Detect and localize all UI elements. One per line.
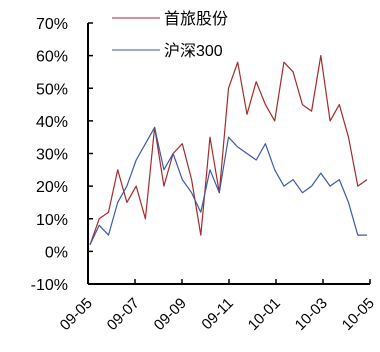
legend-label-hs300: 沪深300: [164, 42, 223, 60]
y-tick-label: -10%: [31, 277, 68, 294]
y-tick-label: 0%: [45, 244, 68, 261]
y-tick-label: 60%: [36, 49, 68, 66]
y-tick-group: -10% 0% 10% 20% 30% 40% 50% 60% 70%: [31, 16, 93, 294]
y-tick-label: 40%: [36, 114, 68, 131]
y-tick-label: 70%: [36, 16, 68, 33]
x-tick-label: 10-01: [245, 295, 284, 334]
x-tick-label: 10-03: [292, 295, 331, 334]
legend: 首旅股份 沪深300: [112, 10, 228, 60]
series-group: [89, 54, 368, 246]
x-tick-label: 09-07: [104, 295, 143, 334]
x-tick-label: 09-11: [198, 295, 236, 333]
y-tick-label: 20%: [36, 179, 68, 196]
y-tick-label: 30%: [36, 147, 68, 164]
series-line-hs300: [89, 126, 367, 246]
x-tick-group: 09-05 09-07 09-09 09-11 10-01 10-03 10-05: [57, 279, 378, 334]
y-tick-label: 10%: [36, 212, 68, 229]
series-line-shoulv: [89, 54, 368, 246]
x-tick-label: 10-05: [339, 295, 378, 334]
y-tick-label: 50%: [36, 81, 68, 98]
x-tick-label: 09-05: [57, 295, 96, 334]
chart-axes: [87, 23, 370, 285]
legend-label-shoulv: 首旅股份: [164, 10, 228, 28]
x-tick-label: 09-09: [151, 295, 190, 334]
